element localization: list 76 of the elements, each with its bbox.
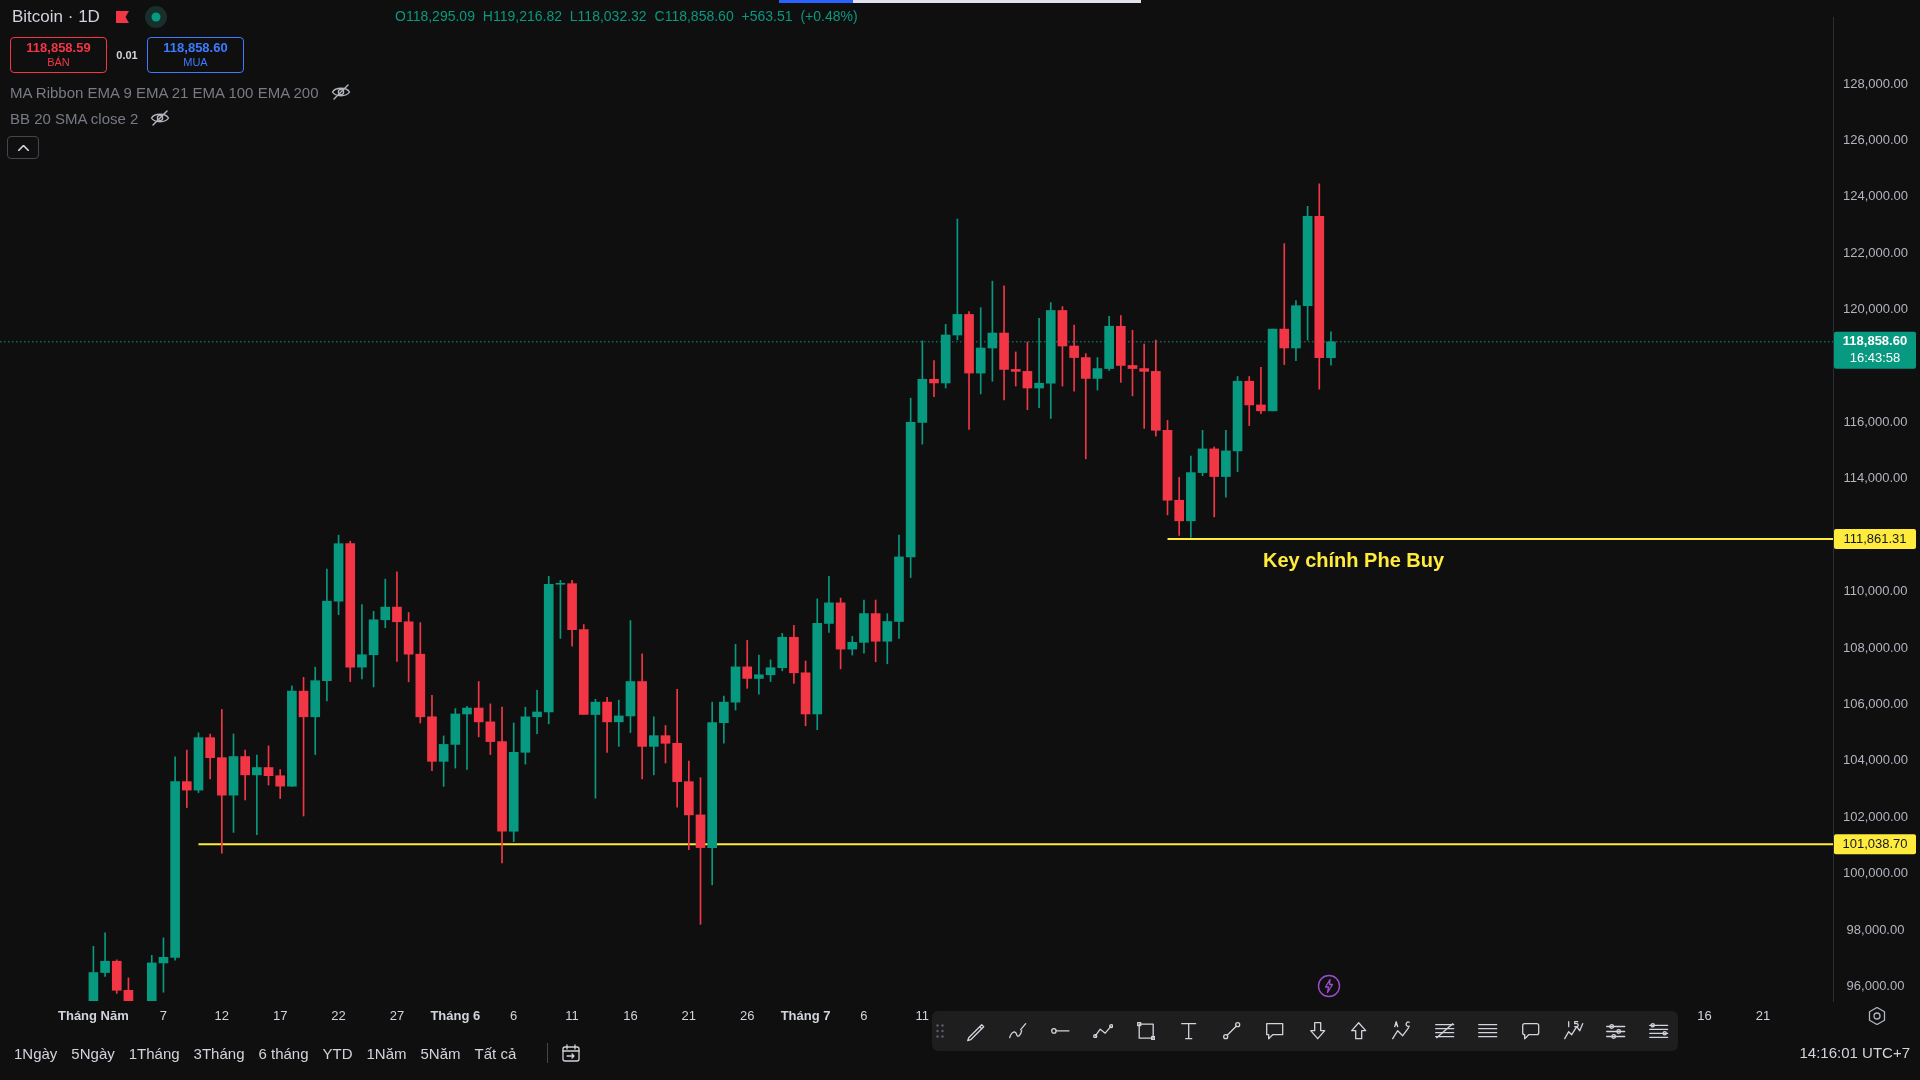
y-tick-label: 120,000.00 (1842, 301, 1909, 317)
text: 1Ngày (14, 1044, 58, 1062)
text: YTD (322, 1044, 353, 1062)
text: 5Ngày (71, 1044, 115, 1062)
y-tick-label: 98,000.00 (1846, 921, 1905, 937)
candlestick (473, 681, 484, 738)
text: 6 tháng (258, 1044, 309, 1062)
x-tick-label: 21 (681, 1008, 697, 1024)
x-tick-label: 22 (331, 1008, 346, 1024)
annotation: BÁN (47, 55, 70, 69)
candlestick (1010, 351, 1021, 387)
annotation: MA Ribbon EMA 9 EMA 21 EMA 100 EMA 200 (10, 83, 319, 101)
text: Tất cả (474, 1044, 517, 1062)
text: 3Tháng (193, 1044, 245, 1062)
y-tick-label: 116,000.00 (1843, 413, 1908, 429)
y-tick-label: 122,000.00 (1842, 244, 1909, 260)
y-tick-label: 126,000.00 (1842, 132, 1909, 148)
x-tick-label: 6 (510, 1008, 518, 1024)
candlestick (648, 716, 659, 776)
x-tick-label: 27 (389, 1008, 405, 1024)
annotation: 118,858.60 (163, 40, 228, 55)
candlestick (1256, 367, 1266, 414)
x-tick-label: 11 (915, 1008, 930, 1024)
candlestick (252, 754, 262, 835)
x-tick-label: 7 (159, 1008, 168, 1024)
sell-button: 118,858.59 BÁN (10, 37, 107, 73)
candlestick (1139, 343, 1149, 429)
y-tick-label: 110,000.00 (1843, 583, 1908, 599)
x-tick-label: Tháng 6 (430, 1008, 481, 1024)
annotation: 0.01 (115, 49, 139, 61)
x-tick-label: Tháng Năm (58, 1008, 129, 1024)
candlestick (754, 654, 764, 695)
y-tick-label: 108,000.00 (1842, 639, 1909, 655)
y-tick-label: 106,000.00 (1842, 695, 1909, 711)
y-tick-label: 96,000.00 (1846, 977, 1905, 993)
text: 5Năm (420, 1044, 461, 1062)
ref-line-label: 118,858.60 (1842, 333, 1908, 349)
text: 1Tháng (128, 1044, 180, 1062)
x-tick-label: Tháng 7 (780, 1008, 831, 1024)
candlestick (929, 360, 939, 398)
data-label: 101,038.70 (1842, 835, 1908, 851)
candlestick (1080, 353, 1091, 460)
annotation: BB 20 SMA close 2 (10, 109, 139, 127)
annotation: 118,858.59 (26, 40, 91, 55)
annotation: O118,295.09 H119,216.82 L118,032.32 C118,858.60 +563.51 (+0.48%) (395, 8, 858, 24)
x-tick-label: 12 (214, 1008, 230, 1024)
text: 1Năm (366, 1044, 407, 1062)
x-tick-label: 16 (623, 1008, 638, 1024)
x-tick-label: 17 (272, 1008, 288, 1024)
candlestick (532, 689, 542, 735)
candlestick (1279, 243, 1290, 365)
annotation: MUA (183, 55, 208, 69)
y-tick-label: 124,000.00 (1842, 188, 1909, 204)
x-tick-label: 26 (739, 1008, 755, 1024)
x-tick-label: 21 (1755, 1008, 1771, 1024)
x-tick-label: 11 (565, 1008, 579, 1024)
x-tick-label: 6 (860, 1008, 868, 1024)
candlestick (181, 749, 192, 808)
data-label: 111,861.31 (1843, 530, 1907, 546)
y-tick-label: 100,000.00 (1842, 865, 1909, 881)
candlestick (357, 604, 367, 680)
series-label: Key chính Phe Buy (1262, 548, 1445, 571)
chart-title: Bitcoin · 1D (12, 7, 100, 27)
y-tick-label: 102,000.00 (1842, 808, 1909, 824)
candlestick (462, 706, 472, 770)
candlestick (1069, 324, 1079, 392)
buy-button: 118,858.60 MUA (147, 37, 244, 73)
text: 14:16:01 UTC+7 (1799, 1044, 1910, 1061)
text: 16:43:58 (1849, 350, 1901, 366)
y-tick-label: 114,000.00 (1843, 470, 1908, 486)
y-tick-label: 104,000.00 (1842, 752, 1909, 768)
x-tick-label: 16 (1697, 1008, 1712, 1024)
y-tick-label: 128,000.00 (1842, 75, 1909, 91)
candlestick (392, 571, 402, 662)
candlestick (613, 699, 624, 747)
candlestick (742, 640, 753, 689)
